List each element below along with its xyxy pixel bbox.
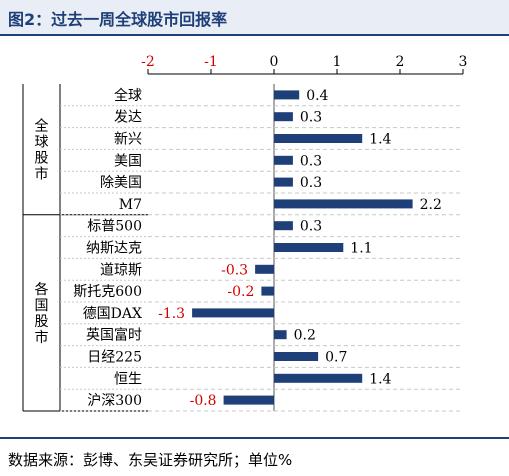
data-label: 0.2 (294, 328, 316, 344)
data-label: 0.3 (300, 175, 322, 191)
x-tick-label: 1 (333, 54, 342, 70)
data-label: 1.4 (369, 132, 391, 148)
data-label: 0.3 (300, 219, 322, 235)
x-tick-label: -2 (141, 54, 155, 70)
x-tick-label: 3 (459, 54, 468, 70)
category-label: 英国富时 (86, 327, 142, 344)
data-label: -0.3 (221, 262, 248, 278)
category-label: 全球 (114, 87, 142, 104)
data-label: 0.4 (306, 88, 328, 104)
bar (274, 177, 293, 187)
category-label: 斯托克600 (73, 284, 142, 300)
data-label: 0.3 (300, 110, 322, 126)
group-label: 全球股市 (35, 117, 49, 182)
data-label: -0.8 (190, 393, 217, 409)
data-label: 1.1 (350, 241, 372, 257)
bar (274, 243, 344, 252)
bar (274, 373, 363, 383)
bar (274, 199, 413, 209)
bar (274, 112, 293, 122)
data-label: 1.4 (369, 371, 391, 387)
data-label: 0.7 (325, 350, 347, 366)
chart-title: 图2：过去一周全球股市回报率 (8, 10, 228, 29)
bar (274, 155, 293, 165)
category-label: 恒生 (114, 371, 142, 387)
category-label: 美国 (114, 153, 142, 169)
category-label: M7 (119, 197, 142, 213)
x-tick-label: 0 (270, 54, 279, 70)
group-label: 各国股市 (35, 282, 49, 346)
title-bar: 图2：过去一周全球股市回报率 (0, 0, 509, 36)
category-label: 纳斯达克 (86, 241, 142, 257)
category-label: 新兴 (114, 132, 142, 148)
data-label: 0.3 (300, 153, 322, 169)
category-label: 道琼斯 (100, 262, 142, 278)
x-tick-label: 2 (396, 54, 405, 70)
bar (274, 134, 363, 143)
source-note: 数据来源：彭博、东吴证券研究所；单位% (8, 451, 293, 469)
category-label: 德国DAX (83, 306, 142, 322)
data-label: 2.2 (420, 197, 442, 213)
category-label: 日经225 (87, 350, 142, 366)
data-label: -1.3 (158, 306, 185, 322)
bar (261, 286, 274, 296)
category-label: 沪深300 (87, 393, 142, 409)
bar (274, 352, 319, 361)
source-divider (0, 437, 509, 439)
bar (274, 221, 293, 231)
bar (274, 90, 300, 100)
category-label: 除美国 (100, 175, 142, 191)
category-label: 发达 (114, 110, 142, 126)
data-label: -0.2 (227, 284, 254, 300)
bar (223, 395, 274, 405)
x-tick-label: -1 (204, 54, 218, 70)
bar (274, 330, 287, 340)
bar (192, 308, 274, 318)
category-label: 标普500 (87, 219, 142, 235)
bar (255, 264, 274, 274)
